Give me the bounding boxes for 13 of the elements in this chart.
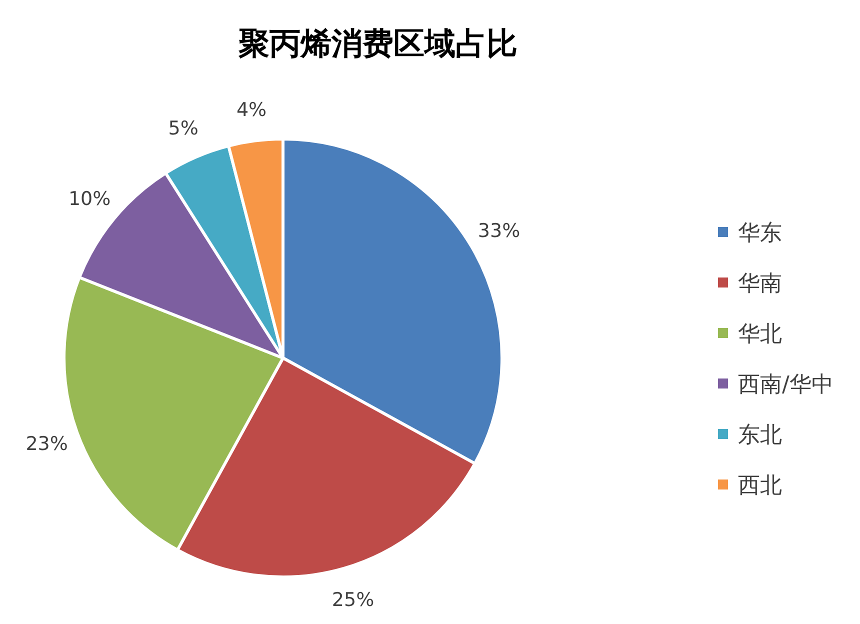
legend-label: 华东 — [738, 221, 782, 246]
chart-title: 聚丙烯消费区域占比 — [238, 26, 518, 62]
data-label: 5% — [168, 118, 198, 140]
legend-label: 西南/华中 — [738, 372, 834, 398]
legend-label: 西北 — [738, 474, 782, 498]
legend-label: 东北 — [738, 423, 782, 448]
data-label: 4% — [236, 98, 267, 121]
data-label: 10% — [68, 188, 111, 210]
legend-label: 华北 — [738, 322, 782, 347]
data-label: 33% — [478, 220, 520, 242]
data-label: 25% — [332, 589, 374, 612]
legend-label: 华南 — [738, 272, 782, 296]
data-label: 23% — [26, 433, 68, 456]
